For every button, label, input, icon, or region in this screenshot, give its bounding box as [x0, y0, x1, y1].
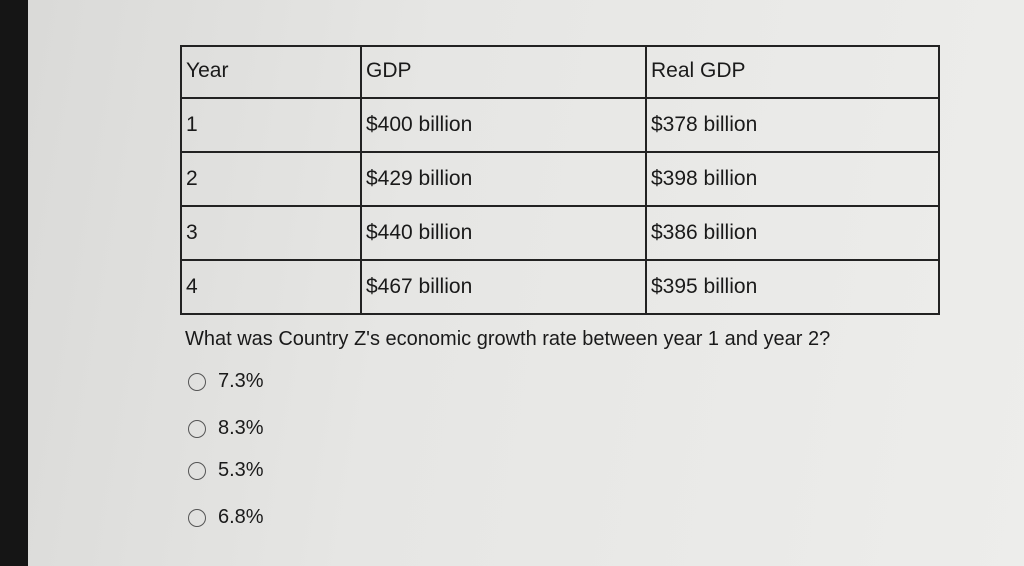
data-table: Year GDP Real GDP 1 $400 billion $378 bill…: [180, 45, 940, 315]
option[interactable]: 8.3%: [188, 417, 264, 440]
radio-button[interactable]: [188, 461, 206, 480]
table-cell: $398 billion: [645, 151, 940, 207]
option[interactable]: 6.8%: [188, 506, 264, 529]
header-cell: Year: [180, 45, 362, 99]
table-cell: 3: [180, 205, 362, 261]
table-row: 2 $429 billion $398 billion: [180, 151, 940, 207]
table-cell: 4: [180, 259, 362, 315]
table-cell: 1: [180, 97, 362, 153]
option-label: 6.8%: [218, 506, 264, 528]
table-cell: $440 billion: [360, 205, 647, 261]
option[interactable]: 7.3%: [188, 370, 264, 393]
table-row: 3 $440 billion $386 billion: [180, 205, 940, 261]
header-cell: Real GDP: [645, 45, 940, 99]
option[interactable]: 5.3%: [188, 459, 264, 482]
screen-edge: [0, 0, 28, 566]
option-label: 8.3%: [218, 417, 264, 439]
table-row: 4 $467 billion $395 billion: [180, 259, 940, 315]
header-cell: GDP: [360, 45, 647, 99]
radio-button[interactable]: [188, 372, 206, 391]
option-label: 7.3%: [218, 370, 264, 392]
table-cell: 2: [180, 151, 362, 207]
table-cell: $386 billion: [645, 205, 940, 261]
header-row: Year GDP Real GDP: [180, 45, 940, 99]
table-cell: $400 billion: [360, 97, 647, 153]
table-body: 1 $400 billion $378 billion 2 $429 billion $3…: [180, 97, 940, 315]
question: What was Country Z's economic growth rat…: [185, 328, 831, 350]
table-cell: $378 billion: [645, 97, 940, 153]
table-cell: $429 billion: [360, 151, 647, 207]
table-cell: $395 billion: [645, 259, 940, 315]
radio-button[interactable]: [188, 508, 206, 527]
table-row: 1 $400 billion $378 billion: [180, 97, 940, 153]
radio-button[interactable]: [188, 419, 206, 438]
table-cell: $467 billion: [360, 259, 647, 315]
option-label: 5.3%: [218, 459, 264, 481]
